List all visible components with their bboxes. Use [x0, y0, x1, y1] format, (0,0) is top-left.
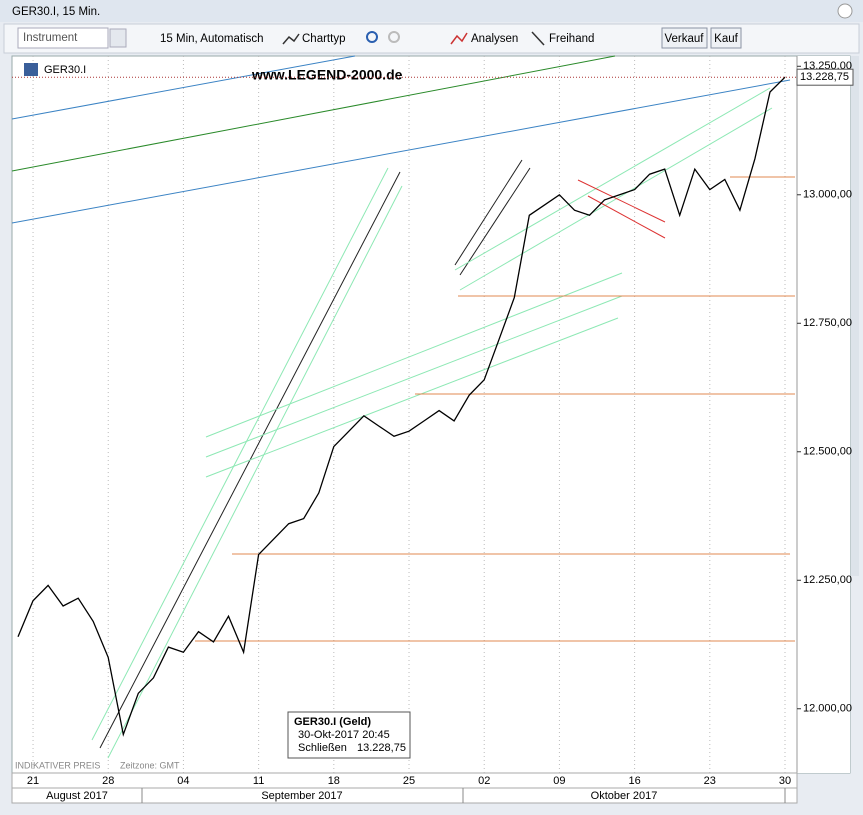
symbol-icon — [24, 63, 38, 76]
instrument-list-button[interactable] — [109, 28, 127, 48]
x-tick-label: 30 — [779, 775, 791, 787]
analyses-menu[interactable]: Analysen — [471, 33, 518, 45]
trend-line — [91, 167, 389, 741]
y-tick-label: 13.000,00 — [803, 189, 852, 201]
sell-button[interactable] — [661, 27, 708, 49]
trend-line — [107, 185, 403, 759]
x-tick-label: 16 — [628, 775, 640, 787]
tooltip-time: 30-Okt-2017 20:45 — [298, 729, 390, 741]
price-axis-panel — [797, 56, 850, 773]
x-tick-label: 23 — [704, 775, 716, 787]
analyses-icon — [450, 32, 468, 45]
x-tick-label: 18 — [328, 775, 340, 787]
trend-line — [459, 107, 773, 291]
trend-line — [205, 317, 619, 478]
interval-menu[interactable]: 15 Min, Automatisch — [160, 33, 264, 45]
trend-line — [459, 167, 531, 276]
month-label: August 2017 — [46, 790, 108, 802]
plot-area — [11, 55, 851, 774]
watermark: www.LEGEND-2000.de — [251, 67, 403, 83]
month-label: September 2017 — [261, 790, 342, 802]
price-line — [17, 76, 786, 737]
indicative-label: INDIKATIVER PREIS — [15, 760, 100, 770]
timezone-label: Zeitzone: GMT — [120, 760, 180, 770]
charttype-icon — [282, 33, 300, 45]
buy-button[interactable] — [710, 27, 742, 49]
month-label: Oktober 2017 — [591, 790, 658, 802]
y-tick-label: 12.250,00 — [803, 574, 852, 586]
trend-line — [11, 79, 791, 224]
month-axis — [11, 787, 798, 804]
y-tick-label: 12.750,00 — [803, 317, 852, 329]
x-tick-label: 21 — [27, 775, 39, 787]
window-title: GER30.I, 15 Min. — [12, 6, 100, 18]
drawings — [11, 55, 795, 759]
tooltip-close-label: Schließen — [298, 742, 347, 754]
trend-line — [11, 55, 356, 120]
tooltip-box — [287, 711, 411, 759]
trend-line — [454, 159, 523, 266]
trend-line — [11, 55, 616, 172]
x-tick-label: 02 — [478, 775, 490, 787]
sell-label: Verkauf — [665, 33, 705, 45]
x-tick-label: 11 — [253, 775, 264, 787]
y-tick-label: 12.000,00 — [803, 703, 852, 715]
buy-label: Kauf — [714, 33, 738, 45]
last-price-label: 13.228,75 — [800, 71, 849, 83]
tooltip-close: 13.228,75 — [357, 742, 406, 754]
x-tick-label: 25 — [403, 775, 415, 787]
window-button[interactable] — [837, 3, 853, 19]
x-tick-label: 04 — [177, 775, 189, 787]
trend-line — [577, 179, 666, 223]
trend-line — [454, 87, 771, 271]
zoom-out[interactable] — [388, 31, 400, 43]
freehand-menu[interactable]: Freihand — [549, 33, 594, 45]
last-price-box — [796, 68, 854, 86]
x-tick-label: 28 — [102, 775, 114, 787]
instrument-placeholder: Instrument — [23, 32, 78, 44]
freehand-icon — [531, 31, 545, 46]
instrument-input[interactable] — [17, 27, 109, 49]
y-tick-label: 12.500,00 — [803, 446, 852, 458]
scrollbar[interactable] — [851, 56, 859, 576]
tooltip-title: GER30.I (Geld) — [294, 716, 371, 728]
charttype-menu[interactable]: Charttyp — [302, 33, 345, 45]
title-bar — [0, 0, 863, 22]
trend-line — [205, 295, 623, 458]
x-tick-label: 09 — [553, 775, 565, 787]
symbol-name[interactable]: GER30.I — [44, 64, 86, 76]
zoom-in[interactable] — [366, 31, 378, 43]
trend-line — [205, 272, 623, 438]
